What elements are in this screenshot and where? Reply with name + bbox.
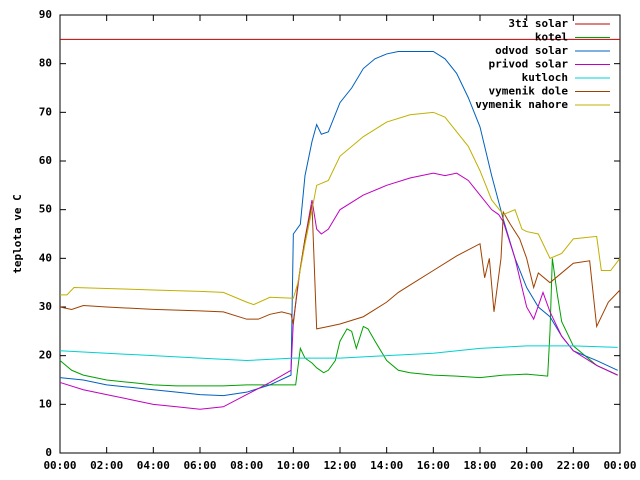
x-tick-label: 00:00 xyxy=(43,459,76,472)
x-tick-label: 14:00 xyxy=(370,459,403,472)
plot-frame xyxy=(59,14,621,454)
y-tick-label: 80 xyxy=(39,57,52,70)
x-tick-label: 00:00 xyxy=(603,459,636,472)
y-tick-label: 30 xyxy=(39,300,52,313)
y-tick-label: 10 xyxy=(39,397,52,410)
legend-label: privod solar xyxy=(489,58,569,71)
y-tick-label: 40 xyxy=(39,251,52,264)
series-line xyxy=(59,51,618,397)
y-tick-label: 50 xyxy=(39,203,52,216)
legend-label: kotel xyxy=(535,31,568,44)
x-tick-label: 10:00 xyxy=(277,459,310,472)
x-tick-label: 06:00 xyxy=(183,459,216,472)
series-line xyxy=(60,111,621,306)
series-line xyxy=(59,204,621,330)
x-tick-label: 22:00 xyxy=(557,459,590,472)
x-tick-label: 16:00 xyxy=(417,459,450,472)
legend-label: vymenik dole xyxy=(489,85,569,98)
x-tick-label: 08:00 xyxy=(230,459,263,472)
series-line xyxy=(59,345,618,362)
series-line xyxy=(59,172,618,410)
legend-label: 3ti solar xyxy=(508,17,568,30)
x-tick-label: 02:00 xyxy=(90,459,123,472)
y-tick-label: 70 xyxy=(39,105,52,118)
x-tick-label: 04:00 xyxy=(137,459,170,472)
series-line xyxy=(59,258,618,387)
x-tick-label: 20:00 xyxy=(510,459,543,472)
x-tick-label: 12:00 xyxy=(323,459,356,472)
y-tick-label: 60 xyxy=(39,154,52,167)
legend-label: vymenik nahore xyxy=(475,98,568,111)
y-tick-label: 90 xyxy=(39,8,52,21)
y-tick-label: 0 xyxy=(45,446,52,459)
y-tick-label: 20 xyxy=(39,349,52,362)
y-axis-label: teplota ve C xyxy=(11,194,24,273)
legend-label: kutloch xyxy=(522,71,568,84)
legend-label: odvod solar xyxy=(495,44,568,57)
x-tick-label: 18:00 xyxy=(463,459,496,472)
